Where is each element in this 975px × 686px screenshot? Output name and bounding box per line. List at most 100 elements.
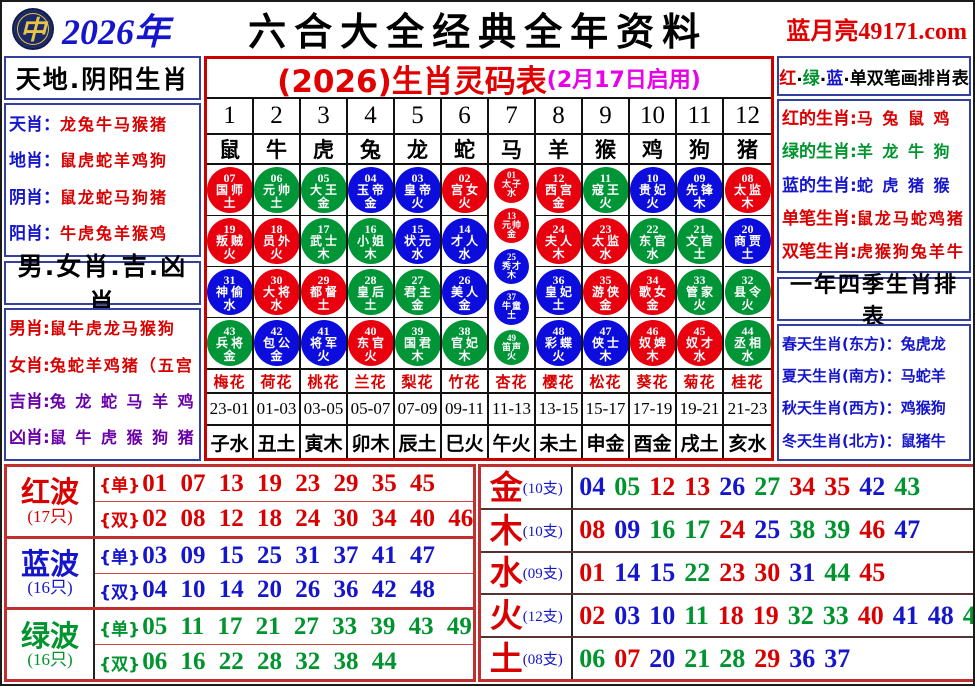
wave-count: (16只) [27,578,73,598]
number-token: 13 [684,472,711,502]
row-value: 鸡猴狗 [900,399,946,418]
ball-element: 金 [599,297,612,312]
zodiac-ball: 35 游侠金 [583,269,628,315]
zodiac-ball: 07 国师土 [207,167,252,213]
row-value: 龙兔牛马猴猪 [60,114,169,134]
ball-number: 18 [270,221,283,236]
ball-title: 管家 [685,284,716,299]
branch-cell: 寅木 [301,426,348,458]
ball-element: 金 [270,348,283,363]
ball-title: 奴才 [685,335,716,350]
number-token: 22 [684,557,711,587]
ball-number: 08 [741,170,754,185]
zodiac-ball: 12 西宫金 [536,167,581,213]
number-token: 02 [579,600,606,630]
wave-count: (16只) [27,649,73,669]
zodiac-cell: 龙 [395,135,442,163]
ball-element: 金 [317,195,330,210]
ball-title: 县令 [733,284,764,299]
zodiac-ball: 10 贵妃火 [630,167,675,213]
ball-element: 火 [646,195,659,210]
ball-element: 水 [599,246,612,261]
ball-element: 火 [223,246,236,261]
ball-element: 金 [552,195,565,210]
flower-row: 梅花 荷花 桃花 兰花 梨花 竹花 杏花 樱花 松花 葵花 菊花 桂花 [207,368,771,392]
row-label: 双笔生肖: [782,242,857,263]
circle-cell: 30 大将水 [254,267,299,318]
element-count: (10支) [522,523,563,540]
time-cell: 01-03 [254,394,301,424]
row-label: 夏天生肖(南方)： [782,367,901,386]
zodiac-ball: 18 员外火 [254,218,299,264]
time-cell: 19-21 [677,394,724,424]
row-label: 男肖: [9,319,50,340]
zodiac-ball: 05 大王金 [301,167,346,213]
attr-row: 单笔生肖:鼠龙马蛇鸡猪 [782,210,966,229]
number-token: 37 [824,643,851,673]
wave-count: (17只) [27,506,73,526]
element-numbers: 04 05 12 13 26 27 34 35 42 43 [573,467,973,508]
ball-title: 美人 [450,284,481,299]
number-token: 07 [614,643,641,673]
row-value: 鼠猪牛 [900,431,946,450]
number-token: 42 [859,472,886,502]
row-value: 鼠牛虎龙马猴狗 [49,319,176,339]
number-token: 30 [754,557,781,587]
number-token: 09 [614,515,641,545]
number-token: 11 [684,600,709,630]
wave-row: {单} 05 11 17 21 27 33 39 43 49 [95,610,474,646]
flower-cell: 荷花 [254,370,301,392]
circle-column: 01 太子水 13 元帅金 25 秀才木 37 牛童土 49 笛声火 [489,165,536,368]
number-token: 23 [719,557,746,587]
attr-row: 冬天生肖(北方)：鼠猪牛 [782,431,966,450]
number-token: 40 [857,600,884,630]
bottom-section: 红波 (17只) {单} 01 07 13 19 23 29 35 45 {双} 02 0… [2,462,973,684]
ball-number: 16 [364,221,377,236]
circle-cell: 43 兵将金 [207,318,252,368]
zodiac-ball: 09 先锋木 [677,167,722,213]
gender-luck-body: 男肖:鼠牛虎龙马猴狗 女肖:兔蛇羊鸡猪（五宫 吉肖:兔 龙 蛇 马 羊 鸡凶肖:鼠 … [4,307,201,461]
number-cell: 2 [254,99,301,133]
ball-title: 歌女 [638,284,669,299]
site-link[interactable]: 蓝月亮49171.com [786,19,967,45]
wave-label: 蓝波 (16只) [7,538,95,608]
time-cell: 05-07 [348,394,395,424]
branch-cell: 子水 [207,426,254,458]
wave-row: {双} 06 16 22 28 32 38 44 [95,645,473,679]
circle-column: 09 先锋木 21 文官土 33 管家火 45 奴才水 [677,165,724,368]
circle-cell: 28 皇后土 [348,267,393,318]
time-cell: 09-11 [442,394,489,424]
zodiac-ball: 14 才人水 [442,218,487,264]
circle-grid: 07 国师土 19 叛贼火 31 神偷水 43 兵将金 06 元帅土 18 员外火 30 大将水 42 包公金… [207,163,771,368]
title-segment: 红 [779,68,797,89]
zodiac-ball: 23 太监水 [583,218,628,264]
circle-cell: 05 大王金 [301,165,346,216]
ball-title: 先锋 [685,182,716,197]
number-token: 29 [754,643,781,673]
ball-title: 皇帝 [403,182,434,197]
ball-number: 13 [507,210,516,221]
wave-group: 绿波 (16只) {单} 05 11 17 21 27 33 39 43 49 {双} 0… [7,610,474,680]
ball-element: 木 [364,246,377,261]
seasons-title: 一年四季生肖排表 [777,273,971,330]
circle-cell: 27 君主金 [395,267,440,318]
circle-cell: 13 元帅金 [494,206,529,247]
element-name: 火 [489,596,523,636]
element-label: 水 (09支) [481,552,574,594]
wave-numbers: 02 08 12 18 24 30 34 40 46 [142,504,474,532]
ball-number: 20 [741,221,754,236]
zodiac-cell: 猴 [583,135,630,163]
wave-numbers: 01 07 13 19 23 29 35 45 [142,469,435,497]
ball-element: 木 [693,195,706,210]
ball-title: 玉帝 [356,182,387,197]
ball-element: 木 [317,246,330,261]
number-token: 01 [579,557,606,587]
element-name: 金 [489,467,523,507]
zodiac-ball: 24 夫人木 [536,218,581,264]
number-token: 20 [649,643,676,673]
ball-number: 03 [411,170,424,185]
number-token: 35 [824,472,851,502]
circle-cell: 44 丞相水 [724,318,771,368]
ball-element: 火 [458,195,471,210]
ball-number: 17 [317,221,330,236]
